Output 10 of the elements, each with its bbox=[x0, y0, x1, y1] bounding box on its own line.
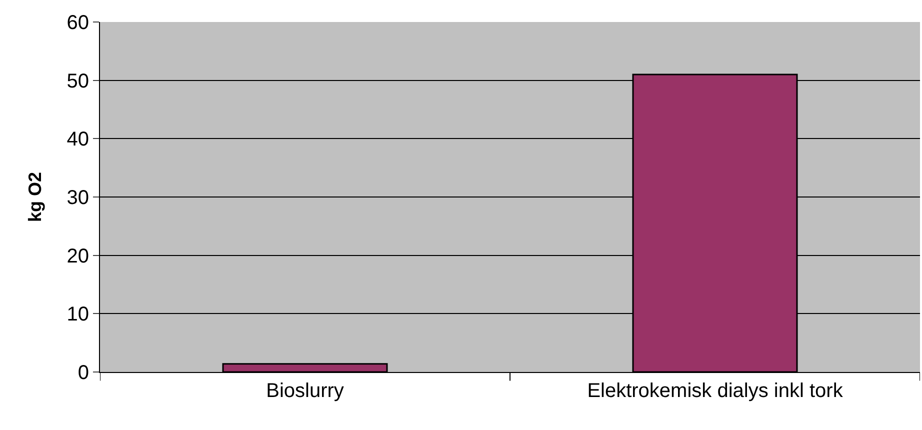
y-tick-label: 30 bbox=[66, 187, 89, 209]
y-tick-label: 50 bbox=[66, 70, 89, 92]
y-tick-label: 0 bbox=[78, 362, 89, 384]
y-axis-title: kg O2 bbox=[24, 172, 45, 222]
x-tick-label: Elektrokemisk dialys inkl tork bbox=[587, 380, 844, 402]
x-tick-label: Bioslurry bbox=[266, 380, 344, 402]
y-tick-label: 20 bbox=[66, 245, 89, 268]
y-tick-label: 60 bbox=[66, 12, 89, 34]
y-tick-label: 40 bbox=[66, 128, 89, 151]
y-tick-label: 10 bbox=[66, 304, 89, 326]
